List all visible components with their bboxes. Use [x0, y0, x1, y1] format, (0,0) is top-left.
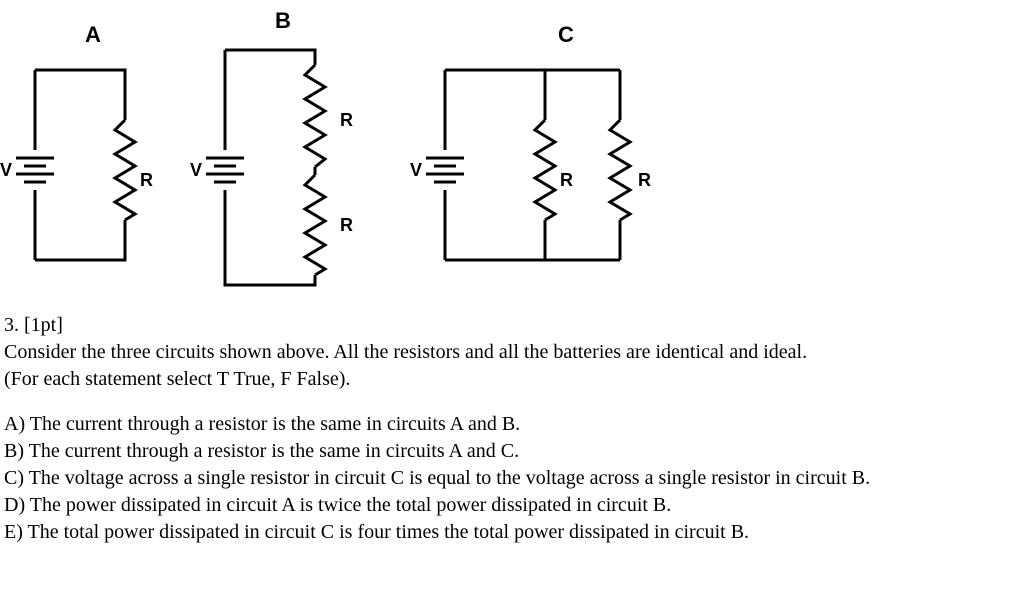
question-text-area: 3. [1pt] Consider the three circuits sho… [0, 312, 1024, 546]
circuit-c-r-left-label: R [560, 170, 573, 191]
circuit-b-label: B [275, 8, 291, 34]
statement-a: A) The current through a resistor is the… [4, 411, 1014, 438]
circuit-b-r-bottom-label: R [340, 215, 353, 236]
statement-c: C) The voltage across a single resistor … [4, 465, 1014, 492]
circuit-b-v-label: V [190, 160, 202, 181]
circuit-b-r-top-label: R [340, 110, 353, 131]
circuit-a-svg [10, 50, 180, 280]
question-number: 3. [1pt] [4, 314, 63, 336]
circuit-a-label: A [85, 22, 101, 48]
circuit-c-v-label: V [410, 160, 422, 181]
circuit-a-r-label: R [140, 170, 153, 191]
question-prompt-1: Consider the three circuits shown above.… [4, 341, 807, 363]
statement-b: B) The current through a resistor is the… [4, 438, 1014, 465]
statement-e: E) The total power dissipated in circuit… [4, 519, 1014, 546]
circuit-a-v-label: V [0, 160, 12, 181]
statement-d: D) The power dissipated in circuit A is … [4, 492, 1014, 519]
circuit-c-r-right-label: R [638, 170, 651, 191]
circuit-c-svg [420, 50, 670, 280]
diagram-area: A V R B [0, 0, 1024, 300]
question-prompt-2: (For each statement select T True, F Fal… [4, 368, 350, 390]
circuit-b-svg [200, 35, 370, 295]
circuit-c-label: C [558, 22, 574, 48]
